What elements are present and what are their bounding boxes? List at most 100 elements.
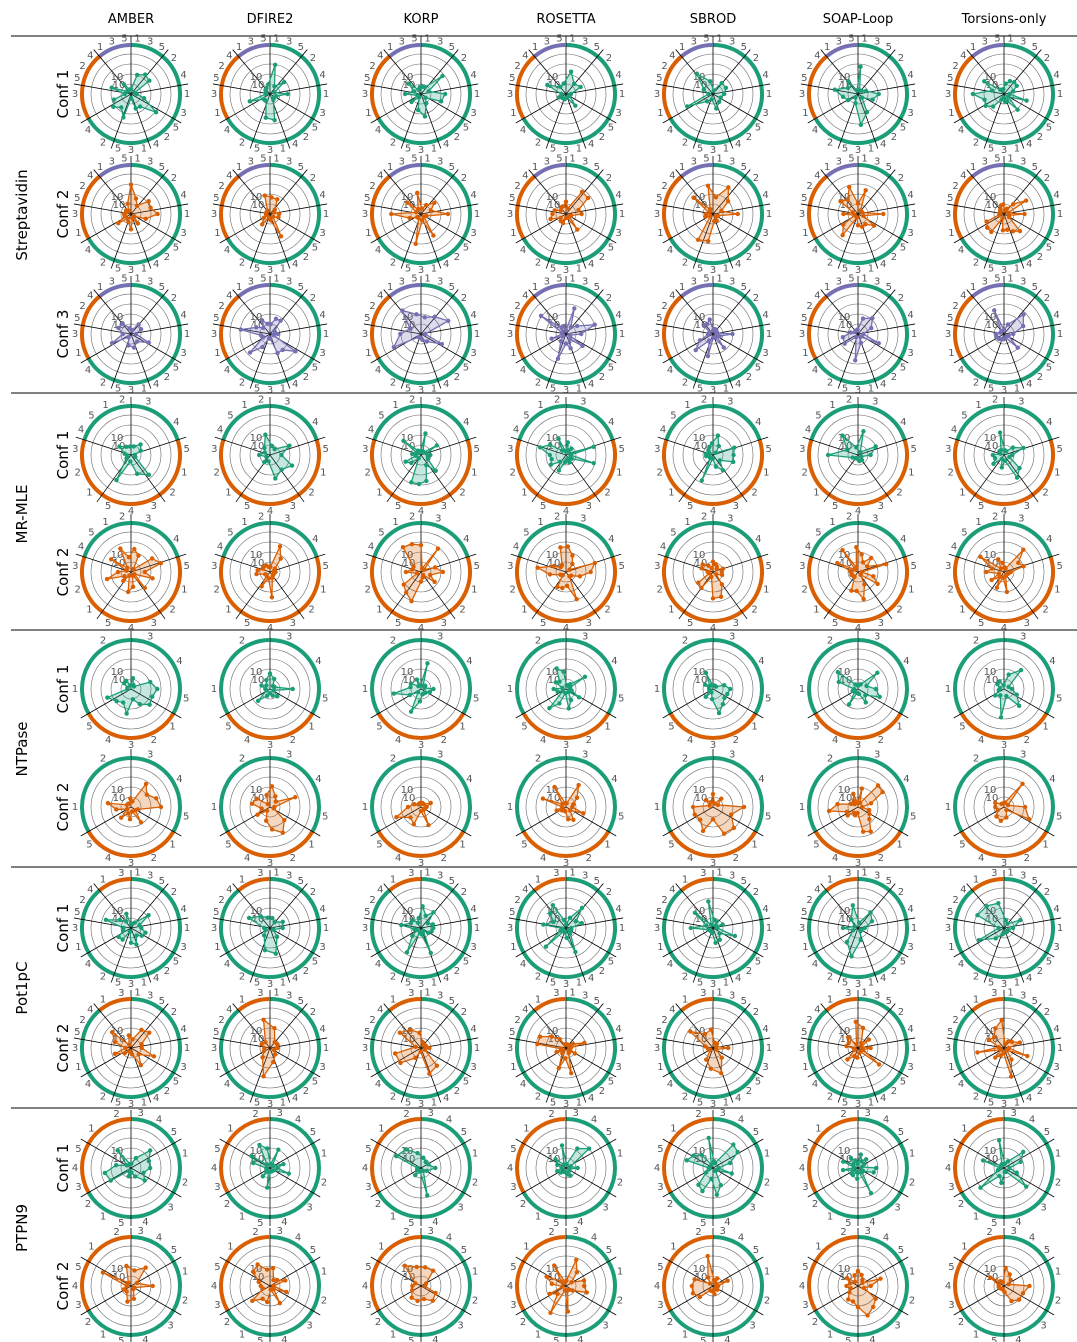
result-point — [709, 441, 715, 446]
sector-tick-label: 3 — [72, 89, 78, 100]
sector-tick-label: 3 — [72, 444, 78, 455]
result-point — [870, 97, 875, 102]
sector-tick-label: 5 — [618, 812, 624, 823]
sector-tick-label: 4 — [960, 171, 966, 182]
sector-tick-label: 3 — [563, 979, 569, 990]
sector-spoke — [130, 454, 166, 503]
sector-tick-label: 4 — [812, 959, 818, 970]
sector-arc — [668, 1235, 714, 1263]
sector-arc — [80, 205, 91, 240]
ring-value-label: 10 — [252, 80, 265, 91]
sector-tick-label: 3 — [457, 1321, 463, 1332]
result-point — [148, 205, 153, 210]
sector-tick-label: 2 — [952, 1015, 958, 1026]
ring-value-label: 10 — [984, 906, 997, 917]
sector-arc — [662, 1039, 673, 1074]
result-point — [984, 225, 990, 230]
sector-tick-label: 1 — [1014, 383, 1020, 394]
sector-tick-label: 5 — [842, 263, 848, 274]
sector-tick-label: 3 — [1020, 36, 1026, 47]
sector-tick-label: 3 — [267, 740, 273, 751]
sector-tick-label: 3 — [1018, 514, 1024, 525]
result-point — [712, 219, 717, 224]
result-point — [574, 596, 579, 602]
sector-tick-label: 5 — [832, 501, 838, 512]
sector-tick-label: 1 — [211, 802, 217, 813]
result-point — [997, 430, 1003, 435]
sector-tick-label: 5 — [994, 153, 1000, 164]
sector-spoke — [370, 1167, 422, 1198]
ring-value-label: 10 — [401, 667, 414, 678]
result-point — [701, 323, 707, 328]
sector-arc — [285, 357, 315, 382]
sector-tick-label: 2 — [606, 887, 612, 898]
sector-tick-label: 4 — [522, 1005, 528, 1016]
sector-spoke — [712, 1047, 764, 1078]
sector-tick-label: 3 — [510, 1300, 516, 1311]
sector-arc — [606, 919, 617, 954]
result-point — [121, 82, 127, 87]
sector-spoke — [662, 1256, 714, 1287]
result-point — [419, 206, 425, 211]
sector-arc — [403, 1092, 439, 1099]
sector-tick-label: 5 — [594, 42, 600, 53]
sector-arc — [668, 951, 698, 976]
result-point — [558, 1279, 564, 1284]
result-point — [840, 433, 845, 438]
result-point — [581, 1278, 587, 1283]
sector-tick-label: 5 — [213, 907, 219, 918]
sector-tick-label: 1 — [225, 604, 231, 615]
result-point — [576, 207, 581, 213]
ring-value-label: 10 — [403, 793, 416, 804]
sector-arc — [743, 54, 764, 86]
sector-tick-label: 5 — [753, 1127, 759, 1138]
result-point — [544, 1274, 549, 1279]
sector-tick-label: 2 — [764, 1177, 770, 1188]
sector-spoke — [1003, 333, 1025, 389]
result-point — [579, 905, 585, 911]
sector-tick-label: 4 — [418, 506, 424, 517]
sector-tick-label: 4 — [710, 623, 716, 634]
result-point — [130, 697, 136, 702]
sector-tick-label: 1 — [751, 839, 757, 850]
result-point — [405, 200, 410, 205]
result-point — [990, 452, 996, 458]
result-point — [582, 674, 588, 679]
result-point — [111, 97, 117, 102]
result-point — [868, 829, 873, 834]
sector-arc — [300, 54, 321, 86]
sector-spoke — [953, 1256, 1005, 1287]
sector-tick-label: 4 — [156, 1233, 162, 1244]
sector-tick-label: 1 — [961, 1123, 967, 1134]
result-point — [565, 206, 570, 211]
result-point — [270, 915, 275, 921]
sector-tick-label: 2 — [310, 293, 316, 304]
sector-tick-label: 3 — [563, 740, 569, 751]
sector-tick-label: 4 — [443, 259, 449, 270]
sector-tick-label: 1 — [751, 721, 757, 732]
sector-arc — [662, 556, 686, 614]
sector-arc — [898, 1260, 909, 1312]
sector-tick-label: 1 — [766, 1043, 772, 1054]
sector-tick-label: 2 — [79, 61, 85, 72]
ring-value-label: 10 — [548, 558, 561, 569]
sector-tick-label: 4 — [907, 190, 913, 201]
result-point — [264, 1299, 270, 1305]
sector-tick-label: 2 — [667, 1317, 673, 1328]
sector-arc — [857, 638, 909, 715]
sector-tick-label: 1 — [227, 1123, 233, 1134]
sector-spoke — [1003, 213, 1055, 244]
sector-tick-label: 1 — [766, 329, 772, 340]
ring-value-label: 10 — [113, 80, 126, 91]
sector-spoke — [110, 93, 132, 149]
sector-tick-label: 2 — [548, 1109, 554, 1120]
result-point — [703, 694, 708, 700]
result-point — [851, 1161, 856, 1167]
sector-tick-label: 5 — [298, 996, 304, 1007]
result-point — [868, 1045, 873, 1051]
result-point — [424, 478, 429, 484]
sector-tick-label: 5 — [1056, 812, 1062, 823]
